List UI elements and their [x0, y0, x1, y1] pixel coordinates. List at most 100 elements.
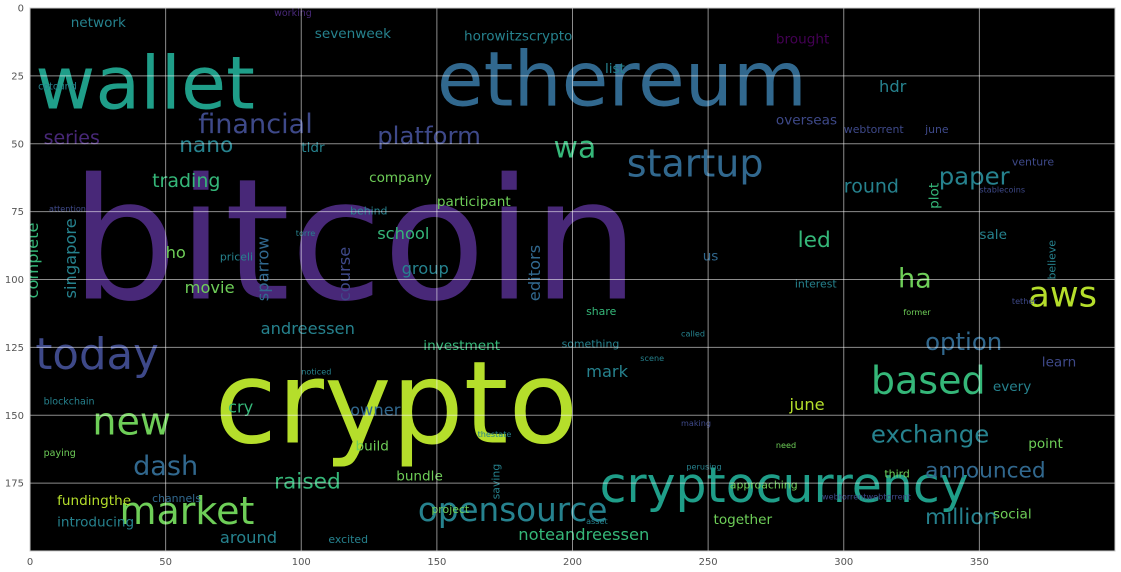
- word-startup: startup: [627, 141, 764, 185]
- word-ethereum: ethereum: [437, 35, 807, 124]
- word-excited: excited: [328, 533, 368, 546]
- word-june: june: [789, 395, 825, 414]
- y-tick-label: 25: [11, 71, 24, 82]
- word-perusing: perusing: [686, 462, 721, 472]
- word-group: group: [402, 259, 449, 278]
- y-axis-ticks: 0 25 50 75 100 125 150 175: [5, 4, 24, 490]
- word-cryptocurrency: cryptocurrency: [600, 457, 969, 514]
- word-brought: brought: [776, 31, 829, 47]
- x-tick-label: 50: [159, 557, 172, 568]
- word-june: june: [924, 123, 949, 136]
- word-market: market: [120, 489, 255, 533]
- word-around: around: [220, 528, 277, 547]
- x-tick-label: 350: [970, 557, 989, 568]
- x-tick-label: 150: [427, 557, 446, 568]
- word-stablecoins: stablecoins: [979, 185, 1025, 195]
- word-venture: venture: [1012, 156, 1054, 169]
- y-tick-label: 175: [5, 479, 24, 490]
- word-noteandreessen: noteandreessen: [518, 525, 649, 544]
- word-scene: scene: [640, 353, 664, 363]
- y-tick-label: 150: [5, 411, 24, 422]
- word-sevenweek: sevenweek: [315, 26, 391, 42]
- word-new: new: [92, 399, 171, 443]
- word-participant: participant: [437, 194, 511, 210]
- word-layer: bitcoincryptoethereumwalletcryptocurrenc…: [23, 8, 1097, 547]
- word-channels: channels: [152, 492, 201, 505]
- word-webtorrentwebtorrent: webtorrentwebtorrent: [822, 491, 911, 501]
- word-build: build: [356, 439, 389, 455]
- word-learn: learn: [1042, 354, 1076, 370]
- word-today: today: [35, 330, 158, 380]
- word-sale: sale: [979, 227, 1007, 243]
- y-tick-label: 125: [5, 343, 24, 354]
- word-editors: editors: [525, 245, 544, 301]
- x-axis-ticks: 0 50 100 150 200 250 300 350: [27, 557, 989, 568]
- word-ho: ho: [166, 243, 186, 262]
- word-share: share: [586, 305, 616, 318]
- word-hdr: hdr: [879, 77, 907, 96]
- x-tick-label: 300: [834, 557, 853, 568]
- word-tether: tether: [1012, 296, 1037, 306]
- word-movie: movie: [185, 278, 235, 297]
- word-making: making: [681, 418, 711, 428]
- word-working: working: [274, 8, 312, 19]
- word-exchange: exchange: [871, 419, 989, 448]
- word-overseas: overseas: [776, 113, 837, 129]
- word-us: us: [703, 249, 719, 265]
- word-course: course: [335, 247, 354, 301]
- word-paying: paying: [44, 448, 76, 459]
- word-opensource: opensource: [418, 491, 608, 529]
- word-asset: asset: [586, 516, 608, 526]
- x-tick-label: 100: [292, 557, 311, 568]
- word-saving: saving: [489, 464, 502, 500]
- word-cotound: cotound: [38, 81, 77, 92]
- word-third: third: [884, 468, 909, 481]
- word-mark: mark: [586, 362, 629, 381]
- word-network: network: [71, 15, 126, 31]
- word-together: together: [714, 512, 773, 528]
- plot-frame: [29, 7, 1116, 552]
- word-bundle: bundle: [396, 468, 443, 484]
- y-tick-label: 0: [18, 4, 24, 15]
- word-webtorrent: webtorrent: [844, 123, 905, 136]
- word-nano: nano: [179, 133, 233, 158]
- word-approaching: approaching: [730, 479, 798, 492]
- word-round: round: [844, 176, 899, 198]
- word-singapore: singapore: [61, 218, 80, 298]
- word-project: project: [431, 503, 470, 516]
- word-wa: wa: [554, 130, 597, 165]
- word-priceli: priceli: [220, 251, 253, 264]
- word-aws: aws: [1028, 275, 1097, 316]
- word-called: called: [681, 329, 705, 339]
- word-announced: announced: [925, 459, 1046, 484]
- word-fundingthe: fundingthe: [57, 493, 131, 509]
- word-platform: platform: [377, 121, 481, 150]
- word-behind: behind: [350, 204, 387, 217]
- word-school: school: [377, 224, 429, 243]
- word-complete: complete: [23, 222, 42, 298]
- y-tick-label: 50: [11, 139, 24, 150]
- word-million: million: [925, 505, 997, 530]
- word-trading: trading: [152, 170, 220, 192]
- word-list: list: [605, 61, 625, 77]
- word-torre: torre: [296, 228, 315, 238]
- word-plot: plot: [927, 183, 943, 209]
- word-introducing: introducing: [57, 515, 134, 531]
- word-cry: cry: [228, 398, 254, 417]
- word-raised: raised: [274, 470, 341, 495]
- word-social: social: [993, 506, 1032, 522]
- word-led: led: [798, 228, 831, 253]
- x-tick-label: 0: [27, 557, 33, 568]
- word-financial: financial: [198, 109, 313, 140]
- word-thestate: thestate: [478, 429, 512, 439]
- word-attention: attention: [49, 204, 86, 214]
- y-tick-label: 75: [11, 207, 24, 218]
- word-paper: paper: [939, 162, 1011, 191]
- word-interest: interest: [795, 278, 838, 291]
- word-wallet: wallet: [35, 42, 254, 127]
- word-point: point: [1028, 436, 1063, 452]
- word-need: need: [776, 440, 796, 450]
- word-option: option: [925, 327, 1002, 356]
- word-andreessen: andreessen: [261, 319, 355, 338]
